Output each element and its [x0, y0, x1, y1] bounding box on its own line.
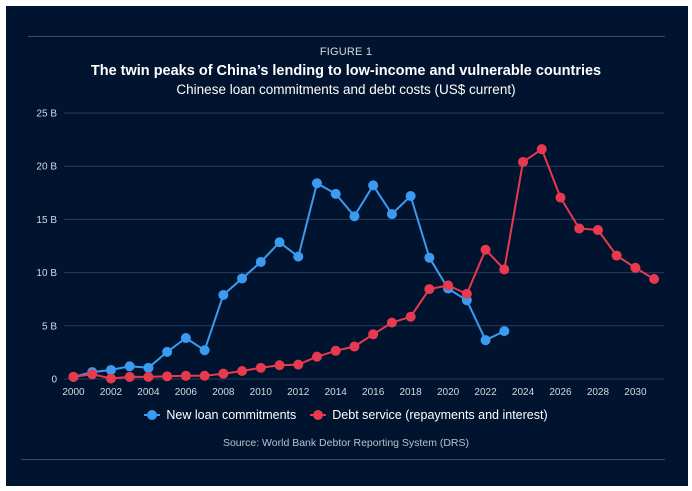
series-debt-service	[68, 144, 660, 384]
data-point	[218, 368, 229, 379]
x-tick-label: 2016	[362, 387, 385, 398]
top-divider	[28, 36, 665, 37]
x-tick-label: 2014	[325, 387, 348, 398]
data-point	[424, 252, 435, 263]
chart-title: The twin peaks of China’s lending to low…	[90, 63, 602, 79]
data-point	[274, 360, 285, 371]
chart-subtitle: Chinese loan commitments and debt costs …	[176, 82, 516, 97]
y-tick-label: 15 B	[36, 215, 57, 226]
data-point	[105, 364, 116, 375]
data-point	[143, 362, 154, 373]
x-tick-label: 2030	[624, 387, 647, 398]
data-point	[405, 311, 416, 322]
data-point	[237, 366, 248, 377]
bottom-divider	[21, 459, 665, 460]
data-point	[311, 178, 322, 189]
series-layer	[68, 144, 660, 384]
data-point	[162, 371, 173, 382]
series-line	[73, 148, 655, 380]
data-point	[574, 223, 585, 234]
data-point	[536, 144, 547, 155]
data-point	[237, 273, 248, 284]
source-note: Source: World Bank Debtor Reporting Syst…	[222, 437, 470, 449]
data-point	[349, 211, 360, 222]
data-point	[480, 244, 491, 255]
series-new-loan-commitments	[68, 178, 510, 382]
data-point	[68, 371, 79, 382]
data-point	[180, 333, 191, 344]
figure-panel	[6, 6, 688, 486]
x-tick-label: 2020	[437, 387, 460, 398]
data-point	[311, 351, 322, 362]
data-point	[218, 289, 229, 300]
legend-marker-blue-icon	[144, 410, 161, 420]
y-tick-label: 10 B	[36, 268, 57, 279]
data-point	[349, 341, 360, 352]
data-point	[649, 273, 660, 284]
x-tick-label: 2002	[100, 387, 123, 398]
figure-label: FIGURE 1	[319, 46, 373, 58]
x-tick-label: 2012	[287, 387, 310, 398]
data-point	[386, 209, 397, 220]
data-point	[611, 250, 622, 261]
y-tick-label: 20 B	[36, 162, 57, 173]
x-tick-label: 2004	[137, 387, 160, 398]
y-tick-label: 25 B	[36, 109, 57, 120]
y-axis-ticks: 0 5 B 10 B 15 B 20 B 25 B	[36, 109, 57, 386]
data-point	[592, 225, 603, 236]
x-tick-label: 2000	[62, 387, 85, 398]
data-point	[255, 256, 266, 267]
y-tick-label: 0	[51, 375, 57, 386]
x-tick-label: 2008	[212, 387, 235, 398]
data-point	[124, 361, 135, 372]
data-point	[499, 264, 510, 275]
series-line	[73, 182, 505, 378]
data-point	[499, 326, 510, 337]
data-point	[124, 371, 135, 382]
data-point	[443, 280, 454, 291]
data-point	[330, 345, 341, 356]
legend-label-new-loans: New loan commitments	[166, 408, 297, 422]
data-point	[518, 156, 529, 167]
x-tick-label: 2026	[549, 387, 572, 398]
data-point	[293, 251, 304, 262]
data-point	[424, 284, 435, 295]
legend-marker-red-icon	[310, 410, 327, 420]
data-point	[87, 369, 98, 380]
x-tick-label: 2006	[175, 387, 198, 398]
legend-label-debt-service: Debt service (repayments and interest)	[332, 408, 548, 422]
data-point	[180, 370, 191, 381]
x-tick-label: 2018	[400, 387, 423, 398]
data-point	[405, 190, 416, 201]
x-tick-label: 2010	[250, 387, 273, 398]
legend-item-new-loans[interactable]: New loan commitments	[144, 408, 296, 422]
data-point	[630, 262, 641, 273]
data-point	[480, 335, 491, 346]
data-point	[199, 345, 210, 356]
x-tick-label: 2022	[474, 387, 497, 398]
data-point	[386, 317, 397, 328]
data-point	[274, 237, 285, 248]
y-tick-label: 5 B	[42, 321, 57, 332]
data-point	[143, 371, 154, 382]
data-point	[330, 188, 341, 199]
data-point	[293, 359, 304, 370]
x-tick-label: 2024	[512, 387, 535, 398]
data-point	[105, 373, 116, 384]
data-point	[368, 180, 379, 191]
x-tick-label: 2028	[587, 387, 610, 398]
legend: New loan commitments Debt service (repay…	[0, 408, 692, 422]
data-point	[255, 362, 266, 373]
data-point	[368, 329, 379, 340]
legend-item-debt-service[interactable]: Debt service (repayments and interest)	[310, 408, 548, 422]
data-point	[162, 346, 173, 357]
data-point	[461, 288, 472, 299]
data-point	[555, 192, 566, 203]
x-axis-ticks: 2000 2002 2004 2006 2008 2010 2012 2014 2016 2018…	[62, 387, 647, 398]
data-point	[199, 370, 210, 381]
